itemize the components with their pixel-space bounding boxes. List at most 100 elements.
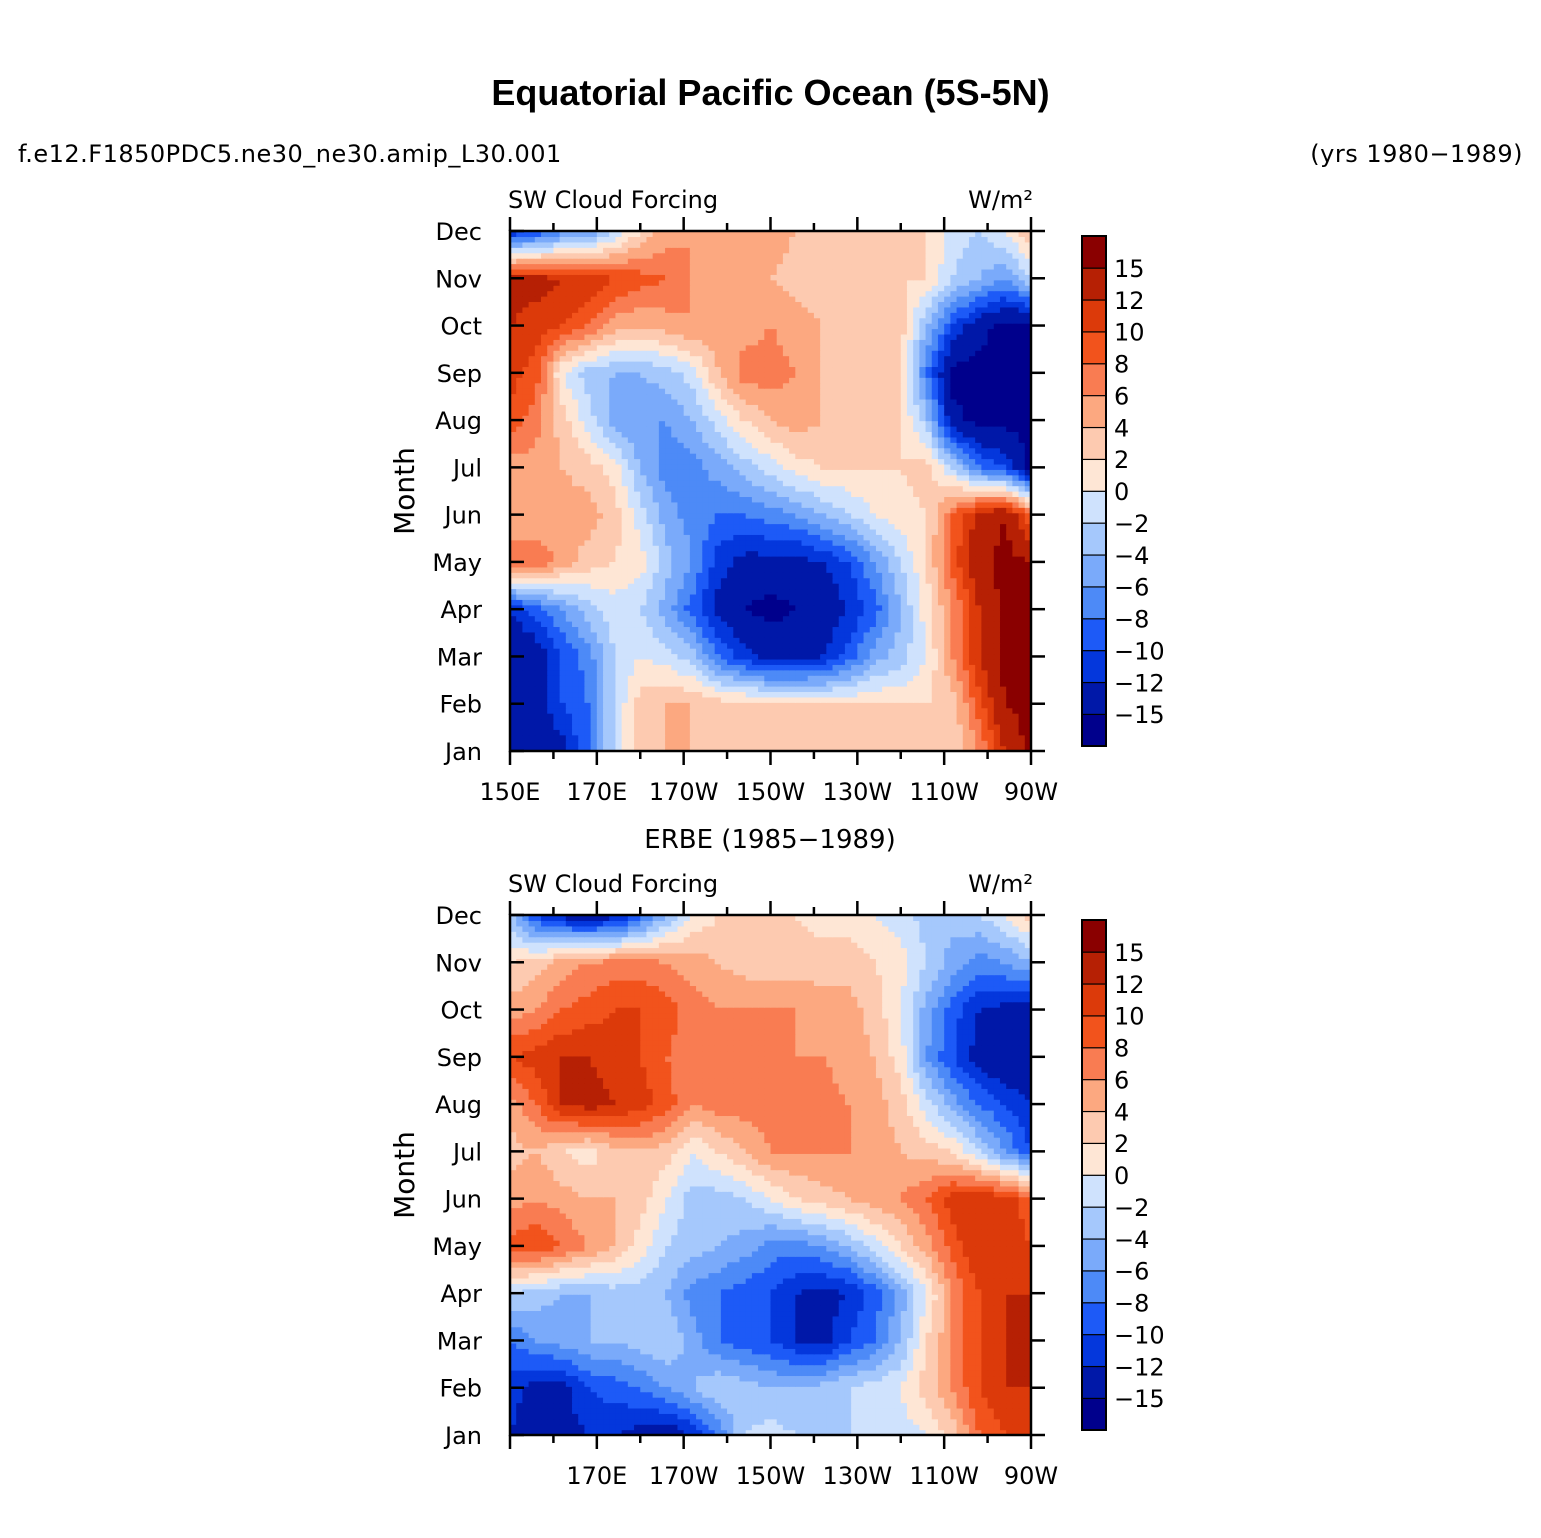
contour-cell (1018, 550, 1026, 557)
contour-cell (646, 447, 654, 454)
contour-cell (627, 664, 635, 671)
contour-cell (900, 610, 908, 617)
contour-cell (745, 491, 753, 498)
contour-cell (906, 658, 914, 665)
contour-cell (1006, 507, 1013, 514)
contour-cell (882, 474, 889, 481)
contour-cell (931, 501, 939, 508)
contour-cell (646, 458, 654, 465)
contour-cell (999, 610, 1007, 617)
contour-cell (832, 518, 840, 525)
contour-cell (807, 642, 815, 649)
contour-cell (683, 572, 691, 579)
contour-cell (1006, 458, 1013, 465)
contour-cell (696, 637, 703, 644)
contour-cell (931, 528, 939, 535)
contour-cell (702, 572, 710, 579)
contour-cell (516, 485, 523, 492)
contour-cell (714, 626, 722, 633)
contour-cell (999, 458, 1007, 465)
contour-cell (646, 442, 654, 449)
contour-cell (1018, 588, 1026, 595)
contour-cell (578, 485, 586, 492)
contour-cell (671, 718, 679, 725)
contour-cell (758, 469, 765, 476)
contour-cell (962, 561, 970, 568)
contour-cell (689, 474, 697, 481)
contour-cell (987, 523, 995, 530)
contour-cell (820, 610, 827, 617)
contour-cell (838, 626, 846, 633)
contour-cell (733, 550, 741, 557)
contour-cell (553, 507, 561, 514)
contour-cell (869, 664, 877, 671)
contour-cell (615, 729, 623, 736)
contour-cell (968, 431, 976, 438)
contour-cell (1006, 566, 1013, 573)
contour-cell (820, 523, 827, 530)
contour-cell (615, 588, 623, 595)
contour-cell (708, 599, 716, 606)
contour-cell (944, 577, 951, 584)
contour-cell (627, 626, 635, 633)
contour-cell (968, 545, 976, 552)
contour-cell (826, 447, 834, 454)
contour-cell (720, 707, 728, 714)
contour-cell (944, 621, 951, 628)
contour-cell (665, 534, 672, 541)
contour-cell (609, 675, 617, 682)
contour-cell (944, 745, 951, 752)
contour-cell (689, 534, 697, 541)
contour-cell (776, 469, 784, 476)
contour-cell (596, 528, 604, 535)
contour-cell (627, 658, 635, 665)
contour-cell (727, 664, 734, 671)
contour-cell (665, 729, 672, 736)
contour-cell (559, 539, 567, 546)
contour-cell (937, 539, 945, 546)
contour-cell (826, 723, 834, 730)
contour-cell (702, 463, 710, 470)
contour-cell (572, 723, 579, 730)
contour-cell (813, 734, 821, 741)
contour-cell (714, 572, 722, 579)
contour-cell (882, 507, 889, 514)
contour-cell (627, 675, 635, 682)
contour-cell (708, 702, 716, 709)
contour-cell (528, 626, 536, 633)
contour-cell (789, 588, 796, 595)
contour-cell (634, 702, 641, 709)
contour-cell (572, 621, 579, 628)
contour-cell (665, 702, 672, 709)
contour-cell (937, 648, 945, 655)
contour-cell (627, 426, 635, 433)
contour-cell (1018, 507, 1026, 514)
contour-cell (844, 534, 852, 541)
contour-cell (658, 469, 666, 476)
contour-cell (572, 583, 579, 590)
contour-cell (950, 572, 958, 579)
contour-cell (851, 501, 858, 508)
contour-cell (888, 545, 896, 552)
contour-cell (919, 593, 927, 600)
contour-cell (863, 485, 871, 492)
contour-cell (770, 664, 778, 671)
contour-cell (832, 491, 840, 498)
contour-cell (764, 631, 772, 638)
contour-cell (603, 501, 610, 508)
contour-cell (578, 453, 586, 460)
contour-cell (888, 436, 896, 443)
contour-cell (869, 707, 877, 714)
contour-cell (851, 718, 858, 725)
contour-cell (962, 501, 970, 508)
contour-cell (882, 583, 889, 590)
contour-cell (739, 723, 747, 730)
contour-cell (720, 593, 728, 600)
contour-cell (677, 615, 685, 622)
contour-cell (751, 696, 759, 703)
contour-cell (1018, 496, 1026, 503)
contour-cell (851, 626, 858, 633)
contour-cell (683, 566, 691, 573)
contour-cell (851, 469, 858, 476)
contour-cell (937, 653, 945, 660)
